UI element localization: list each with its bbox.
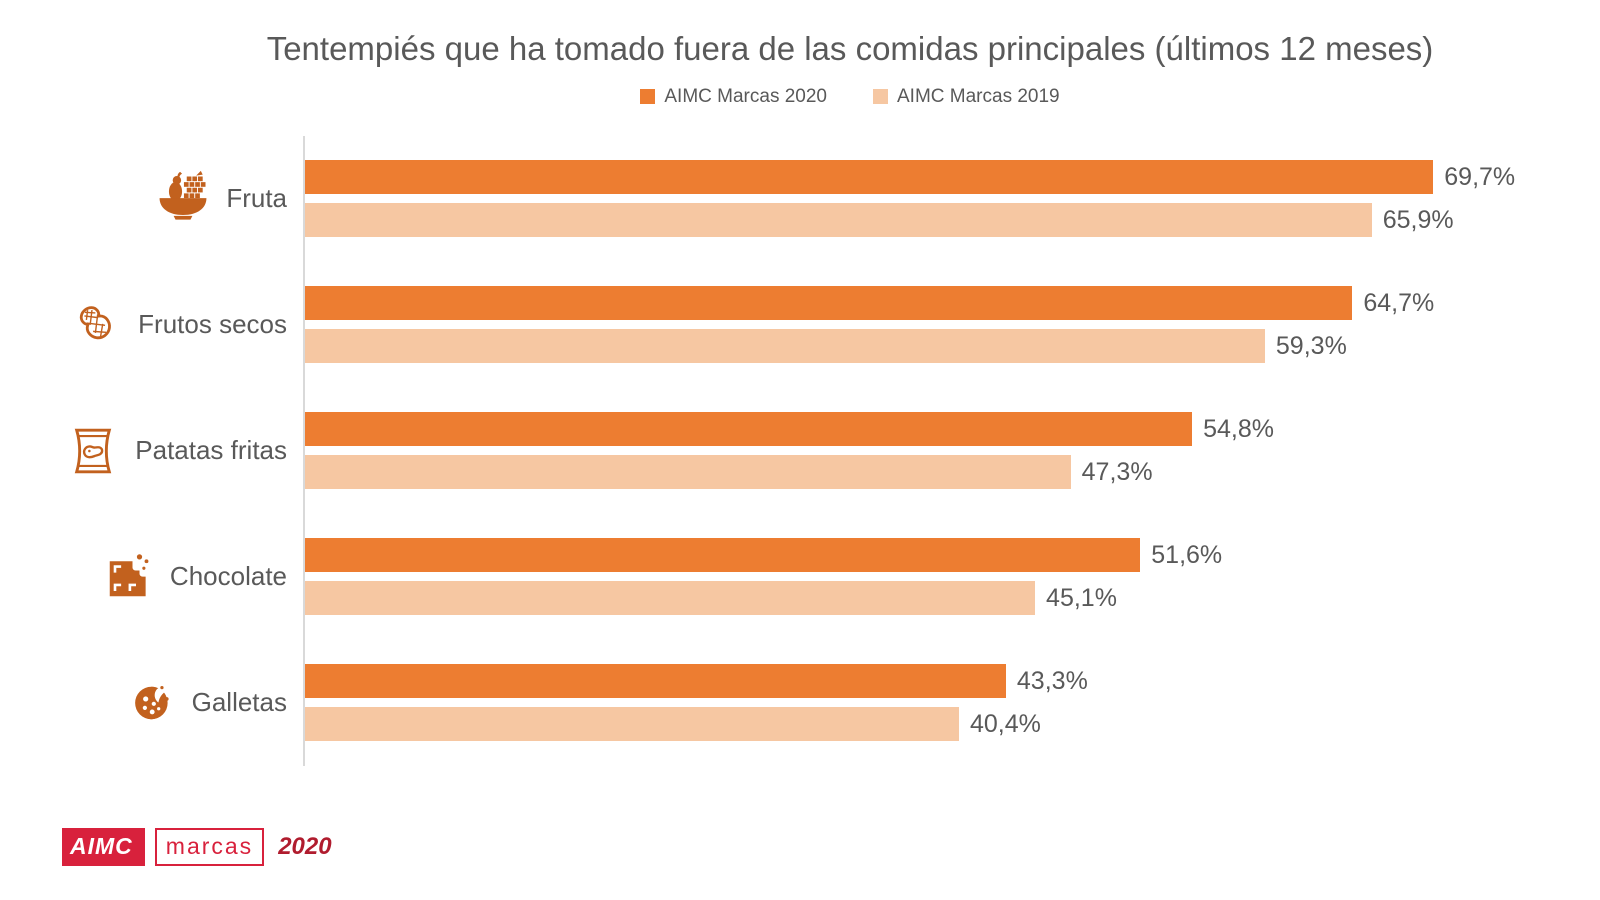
bar-line-chocolate-2020: 51,6% [305,538,1600,573]
bar-value-galletas-2020: 43,3% [1016,666,1088,695]
chart-row-chocolate: Chocolate 51,6% 45,1% [0,513,1600,640]
bar-value-frutos-secos-2019: 59,3% [1275,331,1347,360]
legend-label-2019: AIMC Marcas 2019 [897,85,1060,107]
category-text: Fruta [226,183,287,214]
bar-value-galletas-2019: 40,4% [969,709,1041,738]
chart-row-fruta: Fruta 69,7% 65,9% [0,135,1600,262]
chart-title: Tentempiés que ha tomado fuera de las co… [266,30,1434,67]
bar-line-galletas-2019: 40,4% [305,707,1600,742]
bar-line-patatas-fritas-2020: 54,8% [305,412,1600,447]
bar-line-chocolate-2019: 45,1% [305,581,1600,616]
bar-value-fruta-2020: 69,7% [1444,162,1516,191]
bar-fruta-2019 [305,203,1372,238]
peanut-icon [69,297,125,353]
cookie-icon [127,677,179,729]
category-label-fruta: Fruta [0,136,303,262]
chart-legend: AIMC Marcas 2020 AIMC Marcas 2019 [230,86,1470,108]
bars-galletas: 43,3% 40,4% [303,639,1600,766]
legend-swatch-2019 [873,89,888,105]
bar-value-frutos-secos-2020: 64,7% [1363,288,1435,317]
bar-line-fruta-2020: 69,7% [305,160,1600,195]
aimc-marcas-logo: AIMC marcas 2020 [62,828,332,866]
bar-galletas-2019 [305,707,959,742]
legend-swatch-2020 [640,89,656,105]
bar-chocolate-2019 [305,581,1036,616]
bar-patatas-fritas-2019 [305,455,1071,490]
category-text: Frutos secos [138,309,287,340]
bar-line-frutos-secos-2020: 64,7% [305,286,1600,321]
chocolate-icon [101,549,157,605]
fruit-bowl-icon [153,169,213,229]
category-text: Galletas [191,687,287,718]
chart-row-patatas-fritas: Patatas fritas 54,8% 47,3% [0,387,1600,514]
bar-value-patatas-fritas-2019: 47,3% [1081,457,1153,486]
bars-frutos-secos: 64,7% 59,3% [303,261,1600,388]
category-text: Patatas fritas [135,435,287,466]
bar-frutos-secos-2019 [305,329,1265,364]
bar-line-frutos-secos-2019: 59,3% [305,329,1600,364]
category-text: Chocolate [169,561,287,592]
bar-value-chocolate-2020: 51,6% [1151,540,1223,569]
bar-patatas-fritas-2020 [305,412,1193,447]
bars-fruta: 69,7% 65,9% [303,135,1600,262]
legend-item-2020: AIMC Marcas 2020 [640,86,827,108]
legend-label-2020: AIMC Marcas 2020 [664,85,827,107]
bar-line-galletas-2020: 43,3% [305,664,1600,699]
chips-bag-icon [64,422,122,480]
bar-line-fruta-2019: 65,9% [305,203,1600,238]
bar-value-fruta-2019: 65,9% [1382,205,1454,234]
legend-item-2019: AIMC Marcas 2019 [873,86,1060,108]
category-label-patatas-fritas: Patatas fritas [0,388,303,514]
bar-galletas-2020 [305,664,1006,699]
chart-row-galletas: Galletas 43,3% 40,4% [0,639,1600,766]
bar-chocolate-2020 [305,538,1141,573]
category-label-chocolate: Chocolate [0,514,303,640]
aimc-logo-box: AIMC [62,828,145,866]
bar-line-patatas-fritas-2019: 47,3% [305,455,1600,490]
bar-frutos-secos-2020 [305,286,1353,321]
category-label-galletas: Galletas [0,640,303,766]
bars-chocolate: 51,6% 45,1% [303,513,1600,640]
bar-chart: Fruta 69,7% 65,9% [0,135,1600,766]
marcas-logo-box: marcas [154,828,265,866]
bar-value-chocolate-2019: 45,1% [1046,583,1117,612]
bar-fruta-2020 [305,160,1434,195]
bars-patatas-fritas: 54,8% 47,3% [303,387,1600,514]
logo-year: 2020 [278,833,332,860]
chart-row-frutos-secos: Frutos secos 64,7% 59,3% [0,261,1600,388]
bar-value-patatas-fritas-2020: 54,8% [1203,414,1274,443]
category-label-frutos-secos: Frutos secos [0,262,303,388]
